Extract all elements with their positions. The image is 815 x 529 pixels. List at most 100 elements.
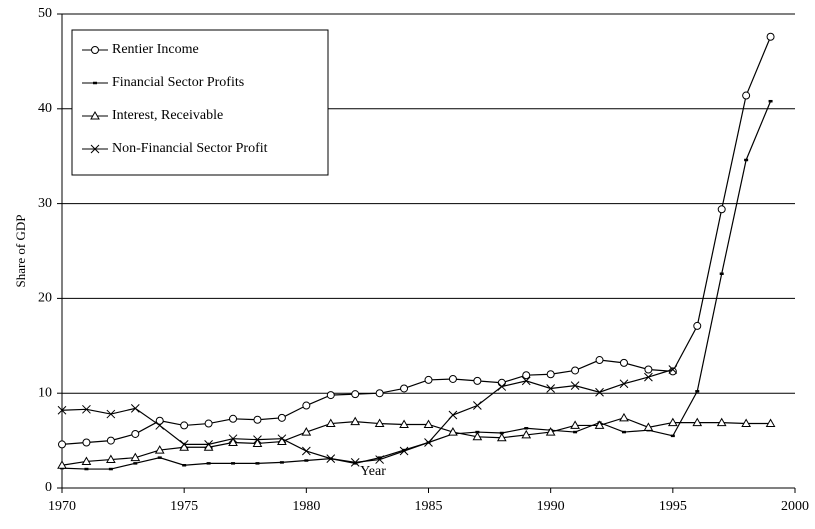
x-tick-label: 2000 — [781, 499, 809, 514]
marker — [400, 384, 409, 393]
marker — [741, 418, 751, 428]
marker — [277, 413, 286, 422]
marker — [546, 384, 556, 393]
legend-label: Interest, Receivable — [112, 108, 223, 123]
x-tick-label: 1985 — [415, 499, 443, 514]
y-tick-label: 30 — [38, 196, 52, 211]
y-tick-label: 0 — [45, 480, 52, 495]
marker — [350, 458, 360, 467]
y-tick-label: 50 — [38, 6, 52, 21]
marker — [765, 418, 776, 428]
marker — [570, 420, 580, 429]
marker — [423, 419, 434, 428]
x-tick-label: 1970 — [48, 499, 76, 514]
marker — [424, 438, 433, 447]
marker — [180, 421, 189, 430]
marker — [131, 429, 140, 438]
marker — [351, 390, 360, 399]
marker — [106, 409, 116, 419]
marker — [106, 436, 115, 445]
marker — [497, 378, 506, 387]
marker — [473, 401, 482, 410]
x-axis-label: Year — [360, 464, 386, 479]
marker — [82, 404, 91, 414]
marker — [253, 435, 262, 445]
legend-box — [71, 29, 329, 176]
marker — [57, 460, 67, 469]
marker — [374, 418, 385, 428]
marker — [692, 417, 703, 427]
marker — [644, 365, 653, 374]
marker — [130, 404, 140, 413]
marker — [717, 205, 726, 214]
marker — [82, 438, 91, 447]
marker — [742, 91, 751, 100]
marker — [204, 440, 213, 449]
marker — [594, 420, 605, 429]
marker — [81, 456, 92, 465]
marker — [154, 445, 165, 454]
marker — [326, 391, 335, 400]
marker — [571, 366, 580, 375]
marker — [350, 416, 361, 426]
series-line — [61, 368, 674, 464]
marker — [693, 321, 702, 330]
marker — [546, 370, 555, 379]
legend-marker — [90, 144, 100, 154]
marker — [106, 454, 116, 464]
marker — [326, 454, 336, 463]
series-line — [61, 36, 772, 445]
marker — [155, 416, 164, 425]
marker — [570, 381, 580, 390]
marker — [252, 438, 263, 447]
legend-marker — [91, 46, 99, 54]
marker — [228, 434, 238, 444]
marker — [375, 455, 384, 464]
marker — [399, 419, 409, 428]
marker — [595, 387, 604, 397]
x-tick-label: 1990 — [537, 499, 565, 514]
legend-label: Non-Financial Sector Profit — [112, 141, 268, 156]
marker — [667, 417, 678, 427]
marker — [253, 415, 262, 424]
marker — [424, 375, 433, 384]
marker — [448, 427, 458, 436]
legend-label: Financial Sector Profits — [112, 75, 244, 90]
marker — [472, 431, 483, 441]
marker — [521, 429, 532, 439]
marker — [766, 32, 775, 41]
marker — [448, 374, 457, 383]
marker — [595, 356, 604, 365]
marker — [325, 418, 336, 428]
x-tick-label: 1995 — [659, 499, 687, 514]
marker — [643, 422, 654, 431]
marker — [496, 432, 507, 442]
marker — [497, 382, 507, 391]
marker — [57, 405, 67, 415]
marker — [155, 421, 165, 430]
marker — [473, 376, 482, 385]
marker — [277, 434, 287, 444]
y-tick-label: 40 — [38, 101, 52, 116]
marker — [301, 427, 312, 436]
marker — [375, 389, 384, 398]
y-tick-label: 20 — [38, 291, 52, 306]
x-tick-label: 1975 — [170, 499, 198, 514]
y-axis-label: Share of GDP — [13, 215, 28, 288]
marker — [619, 358, 628, 367]
marker — [228, 437, 238, 446]
marker — [130, 452, 141, 462]
legend-label: Rentier Income — [112, 42, 199, 57]
marker — [668, 365, 678, 374]
marker — [301, 446, 311, 456]
marker — [522, 371, 531, 380]
marker — [229, 414, 238, 423]
marker — [204, 419, 213, 428]
series-line — [61, 417, 771, 466]
marker — [716, 417, 727, 427]
marker — [644, 372, 653, 382]
marker — [179, 440, 189, 449]
marker — [521, 376, 531, 386]
